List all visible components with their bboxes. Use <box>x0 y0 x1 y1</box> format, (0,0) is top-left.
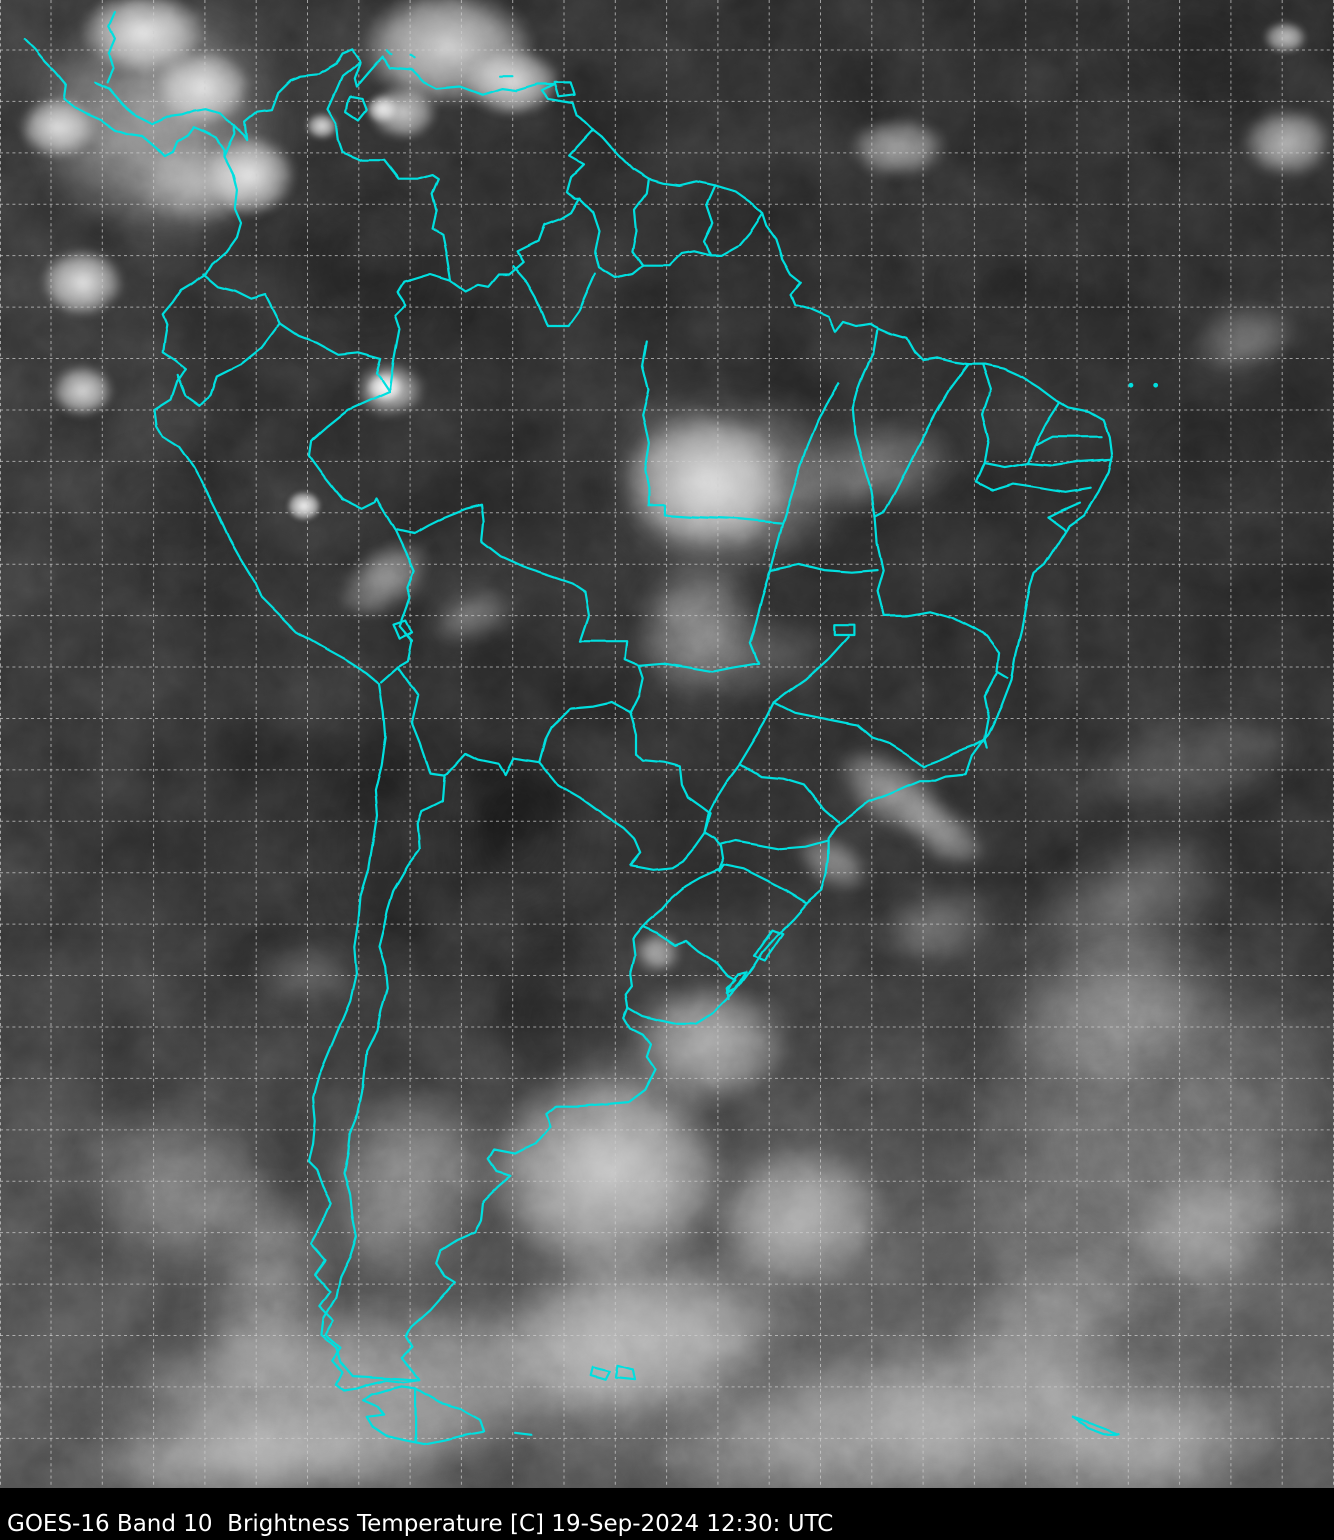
latlon-grid <box>0 0 1334 1488</box>
caption-bar: GOES-16 Band 10 Brightness Temperature [… <box>0 1488 1334 1540</box>
map-overlay <box>0 0 1334 1488</box>
satellite-map <box>0 0 1334 1488</box>
caption-text: GOES-16 Band 10 Brightness Temperature [… <box>7 1511 834 1537</box>
coastline-and-borders <box>23 11 1159 1446</box>
